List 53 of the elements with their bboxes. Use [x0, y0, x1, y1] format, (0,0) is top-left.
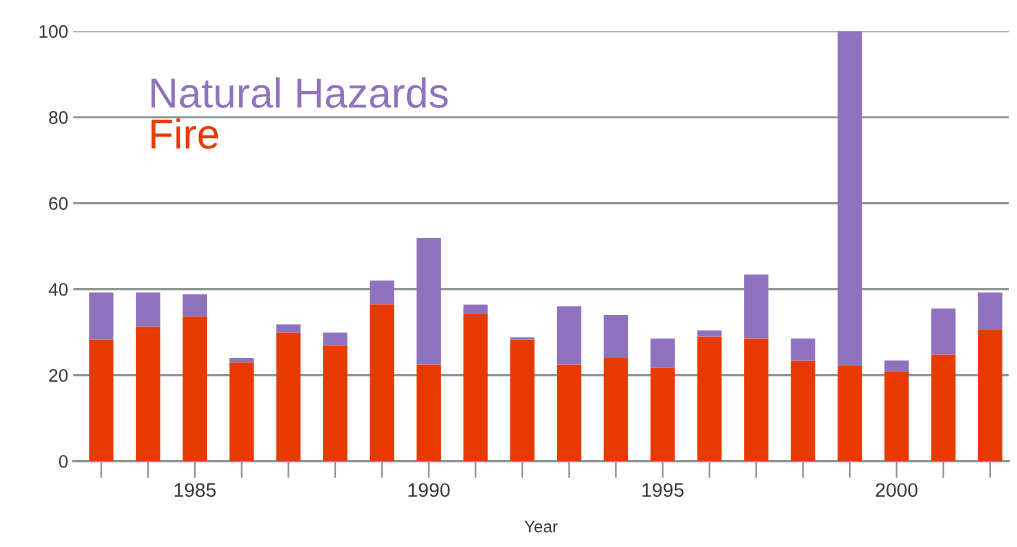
bar [89, 292, 114, 340]
y-tick-label: 80 [49, 111, 68, 124]
bar [276, 332, 301, 462]
bar [931, 308, 956, 355]
bar [323, 345, 348, 462]
y-tick-label: 40 [48, 283, 68, 296]
bar [135, 292, 161, 327]
bar [884, 360, 909, 373]
bar [510, 337, 535, 340]
bar [697, 330, 722, 337]
y-tick-label: 60 [49, 197, 68, 210]
bar [931, 354, 956, 462]
bar [837, 31, 862, 367]
text: Fire [151, 118, 219, 149]
bar [884, 372, 909, 462]
bar [977, 329, 1003, 462]
bar [556, 306, 582, 365]
bar [603, 314, 629, 358]
x-tick-label: 1995 [642, 483, 684, 497]
bar [229, 357, 254, 363]
y-tick-label: 100 [39, 25, 68, 38]
bar [650, 367, 675, 462]
text: Natural Hazards [151, 77, 448, 108]
bar [369, 304, 395, 462]
bar [323, 332, 348, 346]
bar [790, 338, 816, 361]
bar [416, 364, 441, 462]
y-tick-label: 20 [49, 369, 68, 382]
bar [135, 326, 161, 462]
bar [744, 274, 769, 339]
bar [977, 292, 1003, 330]
bar [89, 339, 114, 462]
bar [463, 304, 488, 315]
bar [229, 362, 254, 462]
bar [603, 357, 629, 462]
bar [182, 316, 208, 462]
bar [416, 237, 441, 365]
bar [510, 339, 535, 462]
bar [790, 360, 816, 462]
x-tick-label: 2000 [875, 483, 918, 497]
x-tick-label: 1985 [174, 483, 216, 497]
y-tick-label: 0 [59, 455, 68, 468]
bar [650, 338, 675, 368]
bar [182, 294, 208, 317]
bar [276, 324, 301, 333]
bar [463, 314, 488, 462]
x-axis-title: Year [524, 520, 558, 533]
bar [369, 280, 395, 305]
x-tick-label: 1990 [408, 483, 450, 497]
bar [697, 336, 722, 462]
bar [744, 338, 769, 462]
bar [556, 364, 582, 462]
bar [837, 366, 862, 462]
